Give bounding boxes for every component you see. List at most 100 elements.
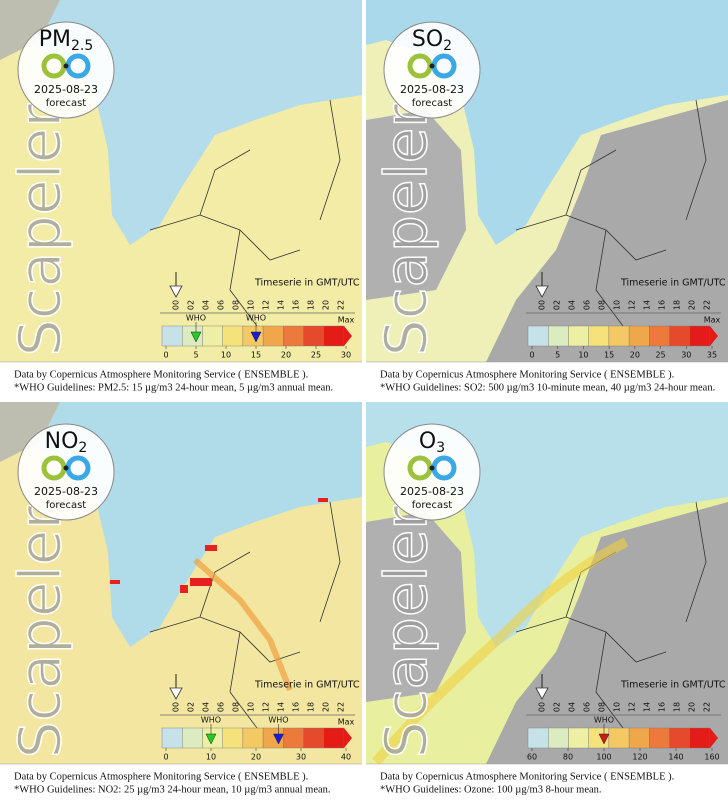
hour-label: 00 <box>538 300 547 310</box>
scale-tick-label: 15 <box>604 351 614 360</box>
hour-label: 14 <box>277 300 286 310</box>
hour-label: 06 <box>583 702 592 712</box>
hour-label: 16 <box>658 702 667 712</box>
footer-text: Data by Copernicus Atmosphere Monitoring… <box>380 771 674 782</box>
hour-label: 20 <box>322 300 331 310</box>
who-label: WHO <box>201 716 221 725</box>
scale-tick-label: 30 <box>296 753 306 762</box>
scale-segment <box>242 727 264 749</box>
pollution-hotspot <box>190 578 212 586</box>
scale-segment <box>649 325 670 347</box>
hour-label: 16 <box>292 300 301 310</box>
border <box>149 501 341 733</box>
no-data-area <box>366 110 466 300</box>
pollution-hotspot <box>110 580 120 584</box>
scale-tick-label: 0 <box>163 351 168 360</box>
hour-label: 02 <box>553 702 562 712</box>
hour-label: 10 <box>613 300 622 310</box>
footer <box>0 362 362 398</box>
scale-segment <box>161 727 183 749</box>
hour-label: 18 <box>673 300 682 310</box>
footer-text: Data by Copernicus Atmosphere Monitoring… <box>14 369 308 380</box>
scale-tick-label: 20 <box>251 753 261 762</box>
scale-tick-label: 100 <box>596 753 611 762</box>
footer-text: *WHO Guidelines: SO2: 500 µg/m3 10-minut… <box>380 382 715 393</box>
hour-label: 14 <box>277 702 286 712</box>
no-data-area <box>366 512 466 702</box>
scale-segment <box>548 727 569 749</box>
scale-tick-label: 0 <box>529 351 534 360</box>
scale-segment <box>202 325 223 347</box>
forecast-date: 2025-08-23 <box>34 485 98 498</box>
scale-tick-label: 15 <box>251 351 261 360</box>
timeserie-label: Timeserie in GMT/UTC <box>620 680 726 691</box>
hour-label: 00 <box>172 300 181 310</box>
hour-label: 04 <box>202 300 211 310</box>
scale-tick-label: 80 <box>563 753 573 762</box>
hour-label: 14 <box>643 300 652 310</box>
scale-tick-label: 5 <box>193 351 198 360</box>
timeserie-label: Timeserie in GMT/UTC <box>254 680 360 691</box>
logo-badge <box>383 21 481 119</box>
scale-tick-label: 10 <box>221 351 231 360</box>
who-label: WHO <box>594 716 614 725</box>
scale-segment <box>527 727 549 749</box>
logo-badge <box>17 423 115 521</box>
scale-tick-label: 10 <box>206 753 216 762</box>
pollution-band <box>193 557 293 692</box>
scale-max-label: Max <box>338 316 355 325</box>
forecast-label: forecast <box>412 500 453 511</box>
who-label: WHO <box>246 314 266 323</box>
who-label: WHO <box>186 314 206 323</box>
scale-segment <box>568 325 589 347</box>
hour-label: 20 <box>688 300 697 310</box>
scale-arrow <box>710 728 718 748</box>
hour-label: 02 <box>187 300 196 310</box>
scale-segment <box>182 325 203 347</box>
hour-label: 14 <box>643 702 652 712</box>
scale-segment <box>303 727 324 749</box>
scale-segment <box>222 727 244 749</box>
footer <box>366 764 728 800</box>
scale-segment <box>568 727 589 749</box>
forecast-date: 2025-08-23 <box>400 83 464 96</box>
hour-label: 08 <box>232 702 241 712</box>
time-pointer-head <box>535 285 549 298</box>
scale-segment <box>323 325 345 347</box>
scale-segment <box>182 727 203 749</box>
scale-segment <box>608 727 630 749</box>
hour-label: 20 <box>688 702 697 712</box>
hour-label: 00 <box>538 702 547 712</box>
hour-label: 02 <box>553 300 562 310</box>
scale-max-label: Max <box>338 718 355 727</box>
logo-dot <box>63 465 69 471</box>
scale-segment <box>161 325 183 347</box>
pollutant-title: O3 <box>419 429 445 456</box>
scale-segment <box>548 325 569 347</box>
hour-label: 22 <box>703 702 712 712</box>
scale-segment <box>628 325 650 347</box>
scale-tick-label: 40 <box>341 753 351 762</box>
pollutant-title: PM2.5 <box>39 27 94 54</box>
hour-label: 10 <box>247 702 256 712</box>
hour-label: 06 <box>217 702 226 712</box>
panel: Scapeler PM2.5 2025-08-23 forecast Timeserie… <box>0 0 362 398</box>
scale-tick-label: 20 <box>630 351 640 360</box>
hour-label: 20 <box>322 702 331 712</box>
scale-segment <box>283 727 304 749</box>
footer-text: Data by Copernicus Atmosphere Monitoring… <box>14 771 308 782</box>
scale-arrow <box>344 728 352 748</box>
scale-segment <box>628 727 650 749</box>
hour-label: 04 <box>202 702 211 712</box>
panel: Scapeler NO2 2025-08-23 forecast Timeserie i… <box>0 402 362 800</box>
scale-tick-label: 25 <box>311 351 321 360</box>
scale-segment <box>222 325 244 347</box>
footer-text: *WHO Guidelines: NO2: 25 µg/m3 24-hour m… <box>14 784 331 795</box>
time-pointer-head <box>535 687 549 700</box>
hour-label: 12 <box>262 300 271 310</box>
timeserie-label: Timeserie in GMT/UTC <box>620 278 726 289</box>
pollution-hotspot <box>318 498 328 502</box>
scale-segment <box>608 325 630 347</box>
panel: Scapeler O3 2025-08-23 forecast Timeserie in… <box>366 402 728 800</box>
